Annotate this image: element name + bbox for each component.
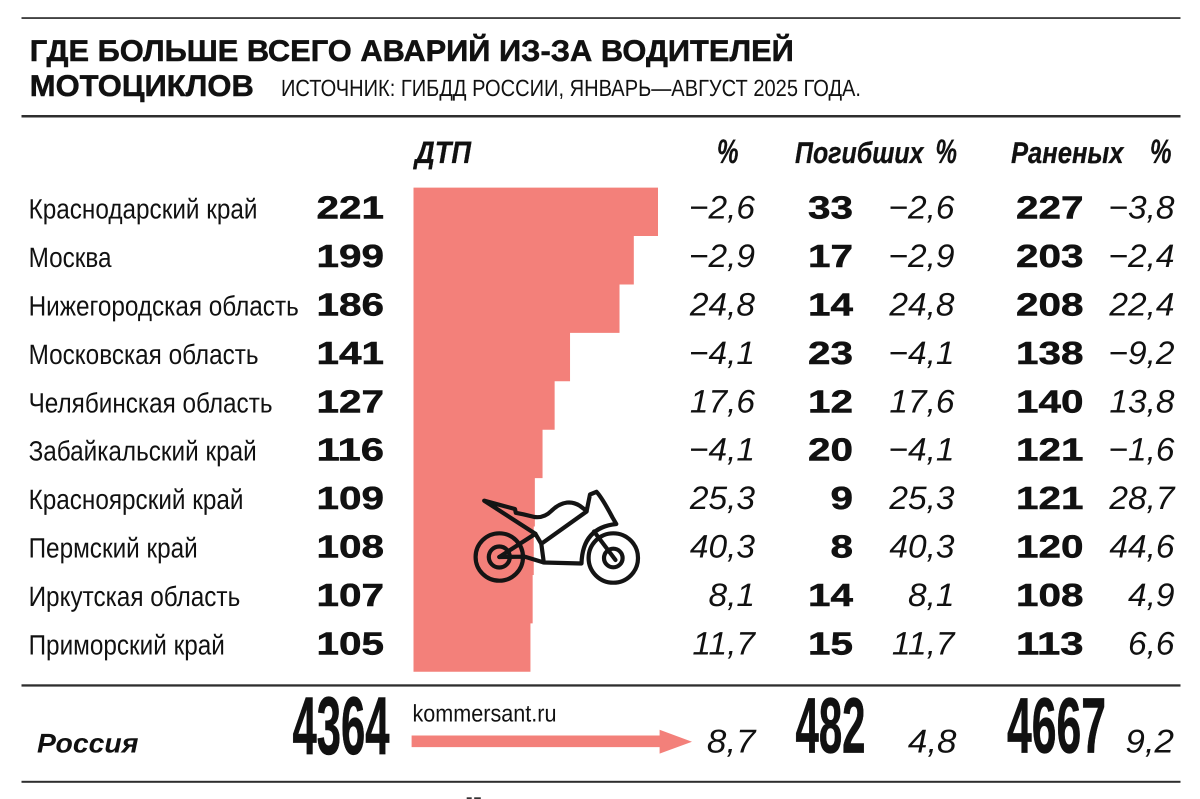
svg-text:108: 108	[1016, 577, 1084, 613]
svg-text:4364: 4364	[293, 681, 390, 772]
svg-text:141: 141	[317, 335, 385, 371]
svg-text:−4,1: −4,1	[689, 335, 755, 371]
svg-text:Краснодарский край: Краснодарский край	[29, 194, 258, 225]
svg-text:140: 140	[1016, 383, 1084, 419]
svg-text:17,6: 17,6	[889, 383, 955, 419]
svg-text:13,8: 13,8	[1109, 383, 1174, 419]
svg-text:Погибших: Погибших	[795, 137, 925, 170]
svg-text:Красноярский край: Красноярский край	[29, 484, 244, 515]
svg-text:−1,6: −1,6	[1108, 432, 1175, 468]
svg-text:%: %	[717, 133, 739, 171]
svg-text:−2,6: −2,6	[888, 190, 955, 226]
svg-text:4,8: 4,8	[908, 723, 957, 760]
svg-text:28,7: 28,7	[1108, 480, 1176, 516]
svg-text:Россия: Россия	[37, 729, 139, 759]
svg-text:ДТП: ДТП	[412, 135, 471, 170]
svg-text:127: 127	[317, 383, 385, 419]
svg-text:24,8: 24,8	[689, 286, 755, 322]
svg-text:6,6: 6,6	[1128, 625, 1175, 661]
svg-text:Нижегородская область: Нижегородская область	[29, 290, 299, 321]
svg-text:116: 116	[317, 432, 385, 468]
svg-text:186: 186	[317, 286, 385, 322]
svg-text:108: 108	[317, 529, 385, 565]
svg-text:−2,9: −2,9	[689, 238, 755, 274]
svg-text:ГДЕ БОЛЬШЕ ВСЕГО АВАРИЙ ИЗ-ЗА: ГДЕ БОЛЬШЕ ВСЕГО АВАРИЙ ИЗ-ЗА ВОДИТЕЛЕЙ	[30, 33, 794, 68]
svg-text:227: 227	[1016, 190, 1084, 226]
svg-text:Москва: Москва	[29, 242, 112, 273]
svg-text:199: 199	[317, 238, 385, 274]
svg-text:33: 33	[808, 190, 853, 226]
svg-text:8: 8	[831, 529, 854, 565]
svg-text:8,1: 8,1	[908, 577, 955, 613]
svg-text:%: %	[1150, 133, 1172, 171]
svg-text:ИСТОЧНИК: ГИБДД РОССИИ, ЯНВАРЬ: ИСТОЧНИК: ГИБДД РОССИИ, ЯНВАРЬ—АВГУСТ 20…	[281, 75, 861, 101]
svg-text:23: 23	[808, 335, 853, 371]
svg-text:8,1: 8,1	[708, 577, 755, 613]
svg-text:107: 107	[317, 577, 385, 613]
svg-text:11,7: 11,7	[692, 625, 757, 661]
svg-text:Приморский край: Приморский край	[29, 629, 225, 660]
svg-text:Иркутская область: Иркутская область	[29, 581, 241, 612]
svg-text:40,3: 40,3	[690, 529, 755, 565]
svg-text:−4,1: −4,1	[689, 432, 755, 468]
svg-text:105: 105	[317, 625, 385, 661]
svg-text:Московская область: Московская область	[29, 339, 259, 370]
svg-text:4667: 4667	[1007, 682, 1106, 770]
svg-text:203: 203	[1016, 238, 1084, 274]
svg-text:44,6: 44,6	[1109, 529, 1175, 565]
svg-text:24,8: 24,8	[888, 286, 954, 322]
svg-text:−3,8: −3,8	[1108, 190, 1174, 226]
svg-text:8,7: 8,7	[707, 723, 757, 760]
svg-text:109: 109	[317, 480, 385, 516]
svg-text:20: 20	[808, 432, 853, 468]
svg-text:−2,6: −2,6	[689, 190, 756, 226]
svg-text:12: 12	[808, 383, 853, 419]
svg-text:9,2: 9,2	[1125, 723, 1174, 760]
svg-text:482: 482	[796, 682, 866, 770]
svg-text:208: 208	[1016, 286, 1084, 322]
svg-text:138: 138	[1016, 335, 1084, 371]
svg-text:14: 14	[808, 286, 853, 322]
svg-text:25,3: 25,3	[888, 480, 954, 516]
svg-text:221: 221	[317, 190, 385, 226]
svg-text:40,3: 40,3	[889, 529, 954, 565]
svg-text:121: 121	[1016, 432, 1084, 468]
svg-text:kommersant.ru: kommersant.ru	[413, 700, 557, 727]
svg-text:Забайкальский край: Забайкальский край	[29, 436, 257, 467]
svg-text:−4,1: −4,1	[888, 432, 954, 468]
svg-text:−9,2: −9,2	[1108, 335, 1174, 371]
svg-text:−2,4: −2,4	[1108, 238, 1174, 274]
svg-text:22,4: 22,4	[1108, 286, 1174, 322]
svg-text:9: 9	[831, 480, 854, 516]
svg-text:113: 113	[1016, 625, 1084, 661]
svg-text:11,7: 11,7	[892, 625, 957, 661]
svg-text:14: 14	[808, 577, 853, 613]
svg-text:17: 17	[808, 238, 853, 274]
svg-text:120: 120	[1016, 529, 1084, 565]
svg-text:121: 121	[1016, 480, 1084, 516]
svg-text:−2,9: −2,9	[888, 238, 954, 274]
svg-text:25,3: 25,3	[689, 480, 755, 516]
svg-text:%: %	[936, 133, 958, 171]
svg-text:Челябинская область: Челябинская область	[29, 387, 273, 418]
svg-text:МОТОЦИКЛОВ: МОТОЦИКЛОВ	[30, 70, 254, 103]
svg-text:Пермский край: Пермский край	[29, 533, 198, 564]
svg-text:4,9: 4,9	[1128, 577, 1175, 613]
svg-text:17,6: 17,6	[690, 383, 756, 419]
svg-text:Раненых: Раненых	[1011, 137, 1125, 170]
svg-text:−4,1: −4,1	[888, 335, 954, 371]
svg-text:15: 15	[808, 625, 853, 661]
